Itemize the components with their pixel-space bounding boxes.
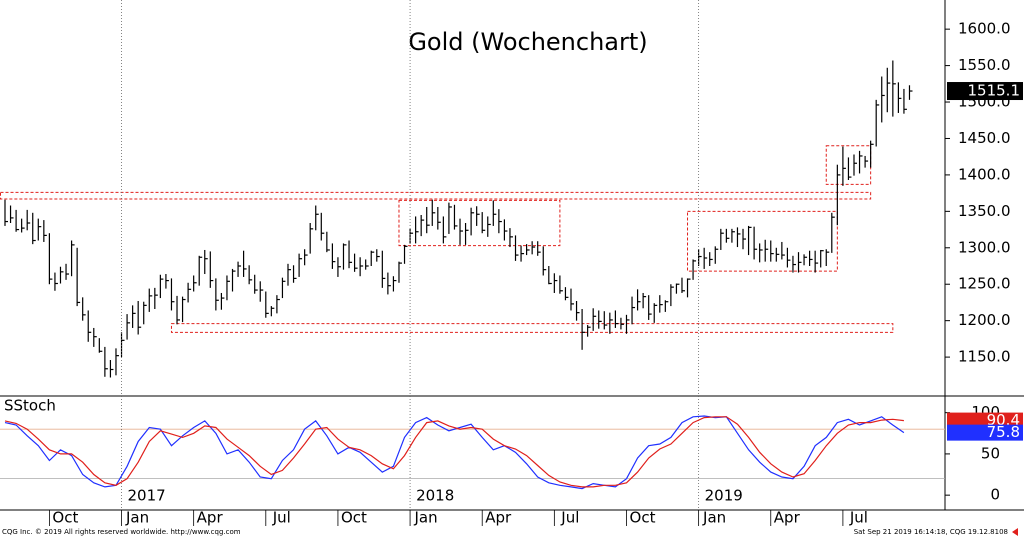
annotation-box — [398, 199, 561, 247]
x-tick-label: Apr — [197, 509, 224, 527]
x-tick-label: Jul — [849, 509, 868, 527]
annotation-box — [170, 323, 894, 333]
y-tick-label: 1250.0 — [958, 275, 1011, 293]
annotation-box — [825, 145, 872, 185]
y-tick-label: 1400.0 — [958, 165, 1011, 183]
last-value-label: 90.4 — [987, 411, 1020, 429]
chart-title: Gold (Wochenchart) — [408, 28, 647, 56]
x-tick-label: Jul — [560, 509, 579, 527]
last-price-box — [947, 82, 1023, 101]
x-tick-label: Oct — [341, 509, 367, 527]
stoch-line — [4, 415, 905, 490]
x-tick-label: Oct — [52, 509, 78, 527]
year-label: 2019 — [705, 487, 743, 505]
x-tick-label: Oct — [630, 509, 656, 527]
y-tick-label: 0 — [990, 486, 1000, 504]
x-tick-label: Jan — [414, 509, 438, 527]
y-tick-label: 1450.0 — [958, 129, 1011, 147]
x-tick-label: Apr — [485, 509, 512, 527]
panel-title: SStoch — [4, 397, 56, 415]
stoch-line — [4, 416, 904, 488]
y-tick-label: 1150.0 — [958, 348, 1011, 366]
x-tick-label: Jan — [125, 509, 149, 527]
y-tick-label: 1600.0 — [958, 20, 1011, 38]
y-tick-label: 50 — [981, 444, 1000, 462]
y-tick-label: 1300.0 — [958, 238, 1011, 256]
y-tick-label: 1350.0 — [958, 202, 1011, 220]
last-price-label: 1515.1 — [968, 82, 1021, 100]
x-tick-label: Jan — [702, 509, 726, 527]
last-value-box — [947, 412, 1023, 429]
y-tick-label: 1550.0 — [958, 56, 1011, 74]
annotation-box — [0, 191, 872, 200]
footer-right: Sat Sep 21 2019 16:14:18, CQG 19.12.8108 — [854, 528, 1008, 536]
x-tick-label: Jul — [272, 509, 291, 527]
y-tick-label: 1200.0 — [958, 311, 1011, 329]
year-label: 2018 — [416, 487, 454, 505]
scroll-arrow[interactable] — [1012, 528, 1018, 536]
last-value-box — [947, 424, 1023, 441]
x-tick-label: Apr — [774, 509, 801, 527]
last-value-label: 75.8 — [987, 423, 1020, 441]
footer-left: CQG Inc. © 2019 All rights reserved worl… — [2, 528, 241, 536]
year-label: 2017 — [128, 487, 166, 505]
